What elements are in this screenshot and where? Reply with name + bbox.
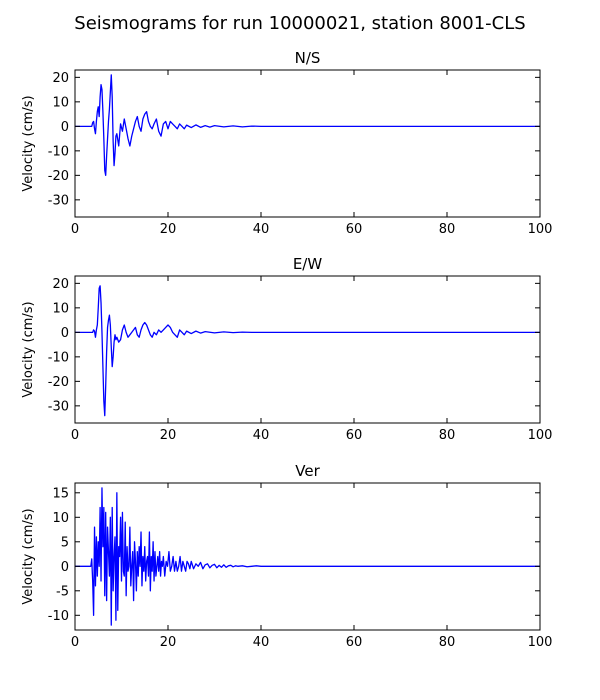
x-tick-label: 20: [160, 428, 177, 443]
x-tick-label: 40: [253, 222, 270, 237]
x-tick-label: 100: [528, 428, 553, 443]
y-axis-label: Velocity (cm/s): [21, 301, 36, 397]
y-tick-label: -20: [48, 169, 69, 184]
series-line: [75, 285, 540, 417]
panel-title: N/S: [295, 49, 321, 67]
axes-frame: [74, 482, 541, 631]
x-tick-label: 80: [439, 222, 456, 237]
series-line: [75, 487, 540, 626]
y-tick-label: 10: [52, 301, 69, 316]
y-tick-label: -10: [48, 144, 69, 159]
y-tick-label: -30: [48, 193, 69, 208]
x-tick-label: 60: [346, 428, 363, 443]
y-tick-label: -5: [56, 584, 69, 599]
y-tick-label: 10: [52, 511, 69, 526]
series-line: [75, 74, 540, 177]
y-axis-label: Velocity (cm/s): [21, 95, 36, 191]
panel-title: E/W: [293, 255, 323, 273]
panel-title: Ver: [295, 462, 320, 480]
y-tick-label: -10: [48, 609, 69, 624]
y-tick-label: -30: [48, 399, 69, 414]
y-tick-label: 20: [52, 277, 69, 292]
axes-frame: [74, 69, 541, 218]
x-tick-label: 0: [71, 222, 79, 237]
x-tick-label: 20: [160, 222, 177, 237]
y-tick-label: 0: [61, 560, 69, 575]
x-tick-label: 0: [71, 635, 79, 650]
y-axis-label: Velocity (cm/s): [21, 508, 36, 604]
x-tick-label: 20: [160, 635, 177, 650]
y-tick-label: 0: [61, 120, 69, 135]
y-tick-label: -20: [48, 375, 69, 390]
figure-title: Seismograms for run 10000021, station 80…: [74, 13, 525, 34]
x-tick-label: 40: [253, 635, 270, 650]
panel-3: Ver Velocity (cm/s) 0 20 40 60 80 100 15 10 5 0 -5 -1…: [21, 462, 552, 650]
x-tick-label: 40: [253, 428, 270, 443]
y-tick-label: 15: [52, 486, 69, 501]
x-tick-label: 100: [528, 635, 553, 650]
y-tick-label: 20: [52, 71, 69, 86]
y-tick-label: -10: [48, 350, 69, 365]
axes-frame: [74, 275, 541, 424]
x-tick-label: 0: [71, 428, 79, 443]
x-tick-label: 100: [528, 222, 553, 237]
y-tick-label: 0: [61, 326, 69, 341]
x-tick-label: 60: [346, 635, 363, 650]
x-tick-label: 80: [439, 428, 456, 443]
y-tick-label: 10: [52, 95, 69, 110]
y-tick-label: 5: [61, 535, 69, 550]
x-tick-label: 60: [346, 222, 363, 237]
x-tick-label: 80: [439, 635, 456, 650]
